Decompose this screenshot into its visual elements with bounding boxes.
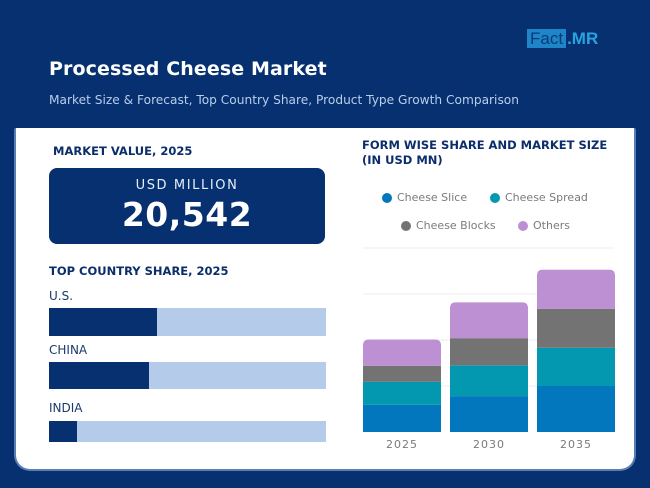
legend-item-cheese-slice: Cheese Slice	[382, 191, 467, 204]
market-value-unit: USD MILLION	[135, 178, 239, 193]
logo-fact: Fact	[527, 29, 567, 48]
chart-title: FORM WISE SHARE AND MARKET SIZE (IN USD …	[362, 138, 608, 167]
country-label-us: U.S.	[49, 289, 74, 303]
page-title: Processed Cheese Market	[49, 58, 327, 80]
legend-item-cheese-blocks: Cheese Blocks	[401, 219, 496, 232]
country-bar-fill	[49, 308, 158, 336]
logo-mr: .MR	[567, 28, 599, 48]
legend-label: Cheese Spread	[505, 191, 588, 204]
market-value-box: USD MILLION 20,542	[49, 168, 325, 244]
legend-dot-icon	[401, 220, 411, 231]
page-subtitle: Market Size & Forecast, Top Country Shar…	[49, 93, 519, 107]
market-value-number: 20,542	[121, 195, 253, 234]
market-value-title: MARKET VALUE, 2025	[53, 144, 193, 158]
country-bar-india	[49, 421, 326, 442]
legend-item-others: Others	[518, 219, 570, 232]
legend-label: Cheese Slice	[397, 191, 468, 204]
legend-label: Cheese Blocks	[416, 219, 496, 232]
country-bar-fill	[49, 421, 77, 442]
legend-label: Others	[533, 219, 570, 232]
legend-dot-icon	[490, 192, 500, 203]
country-label-china: CHINA	[49, 343, 88, 357]
legend-dot-icon	[518, 220, 528, 231]
country-bar-china	[49, 362, 326, 389]
country-share-title: TOP COUNTRY SHARE, 2025	[49, 264, 229, 278]
country-bar-us	[49, 308, 326, 336]
legend-dot-icon	[382, 192, 392, 203]
country-label-india: INDIA	[49, 401, 83, 415]
country-bar-fill	[49, 362, 149, 389]
factmr-logo: Fact .MR	[527, 29, 598, 48]
legend-item-cheese-spread: Cheese Spread	[490, 191, 588, 204]
